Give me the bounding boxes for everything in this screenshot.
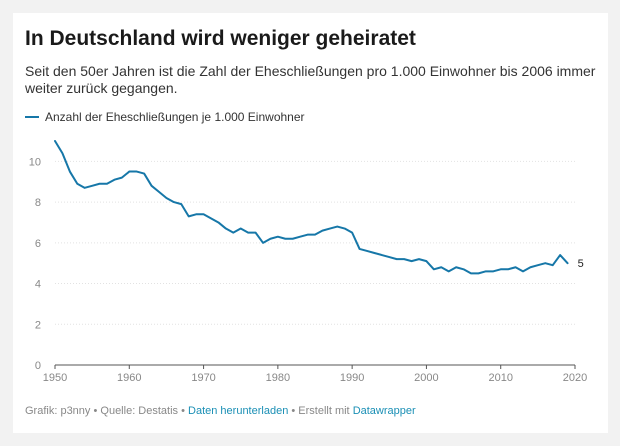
footer-credit: Grafik: p3nny xyxy=(25,405,91,417)
download-data-link[interactable]: Daten herunterladen xyxy=(188,405,289,417)
footer: Grafik: p3nny • Quelle: Destatis • Daten… xyxy=(25,405,416,417)
x-tick-label: 1980 xyxy=(266,372,290,384)
chart-subtitle: Seit den 50er Jahren ist die Zahl der Eh… xyxy=(25,63,596,96)
x-tick-label: 1970 xyxy=(191,372,215,384)
grid-lines xyxy=(55,160,575,366)
x-tick-label: 2000 xyxy=(414,372,438,384)
y-tick-label: 10 xyxy=(29,156,41,168)
x-tick-label: 2010 xyxy=(488,372,512,384)
footer-made-with: Erstellt mit xyxy=(298,405,353,417)
x-tick-label: 1950 xyxy=(43,372,67,384)
legend-label: Anzahl der Eheschließungen je 1.000 Einw… xyxy=(45,110,305,124)
end-value-label: 5 xyxy=(578,258,584,270)
x-tick-label: 1960 xyxy=(117,372,141,384)
datawrapper-link[interactable]: Datawrapper xyxy=(352,405,416,417)
y-tick-label: 2 xyxy=(35,319,41,331)
footer-separator: • xyxy=(288,405,299,417)
chart-card: In Deutschland wird weniger geheiratet S… xyxy=(13,13,608,433)
legend-swatch xyxy=(25,116,39,118)
y-tick-label: 8 xyxy=(35,197,41,209)
y-tick-label: 4 xyxy=(35,279,41,291)
y-axis-ticks: 0 2 4 6 8 10 xyxy=(29,156,41,372)
chart-title: In Deutschland wird weniger geheiratet xyxy=(25,27,416,50)
footer-separator: • xyxy=(178,405,189,417)
y-tick-label: 6 xyxy=(35,238,41,250)
line-chart: 0 2 4 6 8 10 1950 1960 1970 1980 1990 2000 2010 2020… xyxy=(29,140,587,384)
y-tick-label: 0 xyxy=(35,360,41,372)
footer-source: Quelle: Destatis xyxy=(100,405,179,417)
footer-separator: • xyxy=(90,405,101,417)
x-tick-label: 2020 xyxy=(563,372,587,384)
x-tick-label: 1990 xyxy=(340,372,364,384)
x-axis-ticks: 1950 1960 1970 1980 1990 2000 2010 2020 xyxy=(43,365,587,384)
legend: Anzahl der Eheschließungen je 1.000 Einw… xyxy=(25,110,305,124)
series-line xyxy=(54,140,569,275)
